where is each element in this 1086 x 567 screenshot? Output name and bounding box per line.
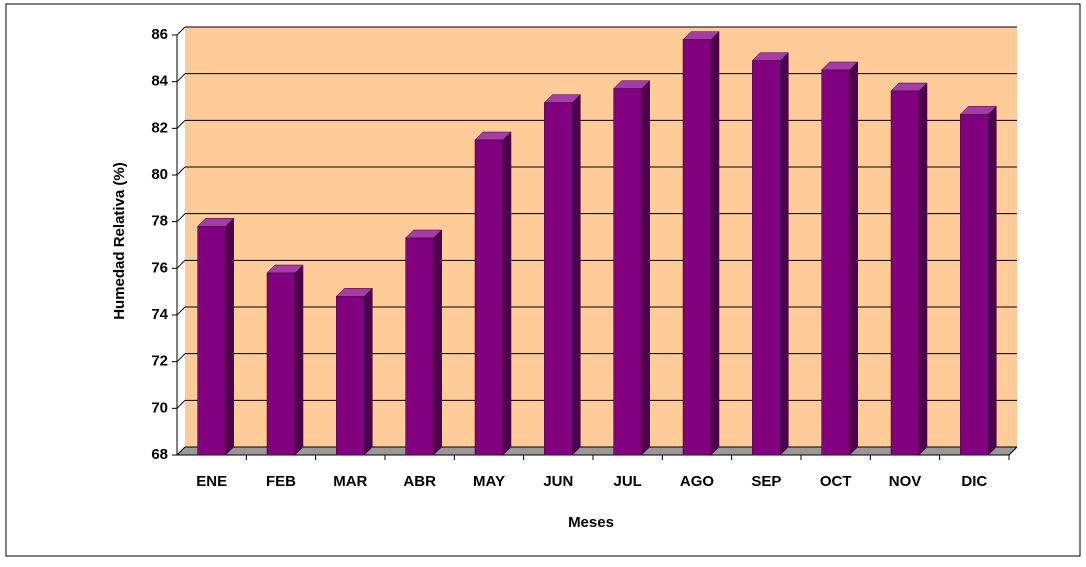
x-tick-label: ENE <box>196 473 227 490</box>
bar-side <box>572 94 581 456</box>
grid-line-side <box>176 259 186 269</box>
floor <box>177 447 1017 455</box>
grid-line-side <box>176 399 186 409</box>
bar-side <box>433 229 442 456</box>
bar <box>821 69 850 456</box>
bar-side <box>502 131 512 456</box>
y-tick-label: 68 <box>151 446 168 463</box>
y-axis-title: Humedad Relativa (%) <box>111 162 128 320</box>
bar-side <box>225 217 234 456</box>
bar <box>890 90 920 456</box>
x-tick-label: FEB <box>266 473 296 490</box>
bar <box>613 88 642 456</box>
x-tick-label: JUN <box>543 473 573 490</box>
x-tick-label: MAY <box>473 473 505 490</box>
x-tick-label: OCT <box>820 473 852 490</box>
x-tick-label: NOV <box>889 473 922 490</box>
grid-line-side <box>176 353 186 363</box>
bar-side <box>364 287 373 456</box>
y-tick-label: 70 <box>151 399 168 416</box>
x-tick-label: JUL <box>613 473 641 490</box>
y-tick-label: 72 <box>151 353 168 370</box>
y-tick-label: 84 <box>151 73 168 90</box>
bar <box>960 114 989 456</box>
bar-side <box>988 105 997 456</box>
x-tick-label: AGO <box>680 473 715 490</box>
back-wall <box>185 27 1017 447</box>
x-tick-label: MAR <box>333 473 367 490</box>
bar <box>752 60 781 456</box>
grid-line-side <box>176 446 186 456</box>
y-tick-label: 86 <box>151 26 168 43</box>
y-tick-label: 76 <box>151 259 168 276</box>
x-tick-label: DIC <box>961 473 987 490</box>
grid-line-side <box>176 73 186 83</box>
bar <box>405 237 434 456</box>
x-tick-label: SEP <box>751 473 781 490</box>
bar <box>336 296 365 456</box>
bar-side <box>780 52 789 456</box>
y-tick-label: 80 <box>151 166 168 183</box>
grid-line-side <box>176 26 186 36</box>
bar <box>266 272 296 456</box>
grid-line-side <box>176 213 186 223</box>
bar <box>197 226 226 456</box>
grid-line-side <box>176 119 186 129</box>
bar-side <box>641 80 650 456</box>
grid-line-side <box>176 166 186 176</box>
x-tick-label: ABR <box>403 473 436 490</box>
bar <box>544 102 573 456</box>
x-axis-depth <box>1008 446 1018 456</box>
y-tick-label: 82 <box>151 119 168 136</box>
plot: 68 70 72 74 76 78 80 82 84 86 ENE FEB MAR ABR MAY JUN JU… <box>151 26 1018 490</box>
bar-side <box>294 264 304 456</box>
x-axis-title: Meses <box>568 514 614 531</box>
bar <box>474 139 504 456</box>
bar-side <box>918 82 928 456</box>
y-tick-label: 78 <box>151 213 168 230</box>
bar-side <box>849 61 858 456</box>
grid-line-side <box>176 306 186 316</box>
bar <box>682 39 712 456</box>
y-tick-label: 74 <box>151 306 168 323</box>
bar-side <box>710 31 720 456</box>
